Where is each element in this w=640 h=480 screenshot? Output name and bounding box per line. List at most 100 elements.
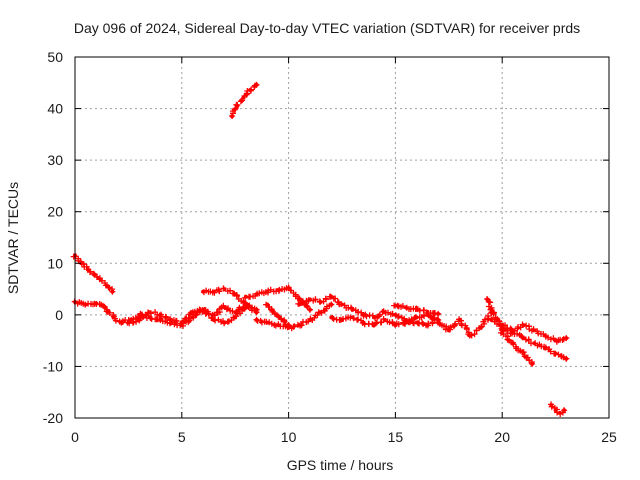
data-point — [248, 88, 253, 93]
data-point — [158, 318, 163, 323]
y-tick-label: 20 — [47, 204, 63, 220]
data-point — [521, 351, 526, 356]
data-point — [254, 82, 259, 87]
data-point — [158, 312, 163, 317]
data-point — [542, 346, 547, 351]
data-point — [510, 341, 515, 346]
data-point — [307, 297, 312, 302]
data-point — [105, 283, 110, 288]
y-tick-label: 0 — [55, 307, 63, 323]
data-point — [222, 287, 227, 292]
x-tick-label: 10 — [281, 429, 297, 445]
data-point — [457, 318, 462, 323]
data-point — [229, 114, 234, 119]
series-arc-high — [229, 81, 260, 119]
data-point — [489, 307, 494, 312]
data-point — [110, 289, 115, 294]
series-arc-22-23h-low — [548, 401, 568, 417]
marker-trace — [435, 309, 495, 339]
data-point — [564, 356, 569, 361]
data-point — [211, 318, 216, 323]
data-point — [286, 286, 291, 291]
data-point — [307, 307, 312, 312]
data-point — [254, 310, 259, 315]
data-point — [119, 320, 124, 325]
data-point — [521, 323, 526, 328]
data-point — [350, 315, 355, 320]
data-point — [542, 333, 547, 338]
data-point — [532, 341, 537, 346]
series-arc-8-11h — [242, 284, 313, 313]
data-point — [372, 315, 377, 320]
data-point — [414, 307, 419, 312]
series-arc-15-17h-upper — [391, 302, 442, 317]
data-point — [425, 323, 430, 328]
data-point — [271, 310, 276, 315]
data-point — [382, 310, 387, 315]
data-point — [414, 315, 419, 320]
y-tick-label: 50 — [47, 49, 63, 65]
data-point — [137, 312, 142, 317]
data-point — [393, 312, 398, 317]
data-point — [553, 408, 558, 413]
data-point — [265, 289, 270, 294]
data-point — [241, 95, 246, 100]
data-point — [500, 330, 505, 335]
data-point — [235, 103, 240, 108]
data-point — [532, 328, 537, 333]
x-tick-label: 15 — [388, 429, 404, 445]
data-point — [233, 292, 238, 297]
data-point — [361, 312, 366, 317]
data-point — [243, 294, 248, 299]
data-point — [297, 323, 302, 328]
data-point — [254, 318, 259, 323]
data-point — [297, 297, 302, 302]
data-point — [468, 333, 473, 338]
y-axis-tick-labels: -20 -10 0 10 20 30 40 50 — [43, 49, 63, 426]
data-point — [94, 301, 99, 306]
data-point — [318, 310, 323, 315]
data-point — [414, 320, 419, 325]
grid-lines — [75, 57, 609, 418]
axis-ticks — [74, 56, 610, 419]
data-point — [485, 297, 490, 302]
data-point — [275, 323, 280, 328]
data-point — [329, 302, 334, 307]
y-axis-label: SDTVAR / TECUs — [5, 182, 21, 294]
data-point — [436, 320, 441, 325]
y-tick-label: -10 — [43, 358, 63, 374]
data-point — [79, 261, 84, 266]
data-point — [436, 311, 441, 316]
y-tick-label: -20 — [43, 410, 63, 426]
data-point — [297, 302, 302, 307]
data-point — [243, 302, 248, 307]
series-arc-19-23h-b — [500, 325, 570, 362]
data-point — [102, 305, 107, 310]
data-point — [510, 330, 515, 335]
data-point — [562, 408, 567, 413]
data-point — [201, 289, 206, 294]
data-point — [553, 338, 558, 343]
data-point — [393, 323, 398, 328]
data-point — [190, 315, 195, 320]
x-tick-label: 25 — [601, 429, 617, 445]
data-point — [393, 303, 398, 308]
data-point — [147, 315, 152, 320]
data-point — [211, 289, 216, 294]
plot-frame — [74, 56, 610, 419]
data-point — [222, 305, 227, 310]
data-point — [329, 315, 334, 320]
data-point — [265, 320, 270, 325]
x-axis-label: GPS time / hours — [287, 457, 394, 473]
y-tick-label: 10 — [47, 255, 63, 271]
data-point — [282, 319, 287, 324]
data-point — [222, 320, 227, 325]
series-arc-6-8h — [200, 285, 260, 316]
data-point — [404, 305, 409, 310]
data-point — [201, 307, 206, 312]
x-tick-label: 20 — [494, 429, 510, 445]
data-point — [265, 302, 270, 307]
data-point — [179, 323, 184, 328]
data-point — [126, 320, 131, 325]
